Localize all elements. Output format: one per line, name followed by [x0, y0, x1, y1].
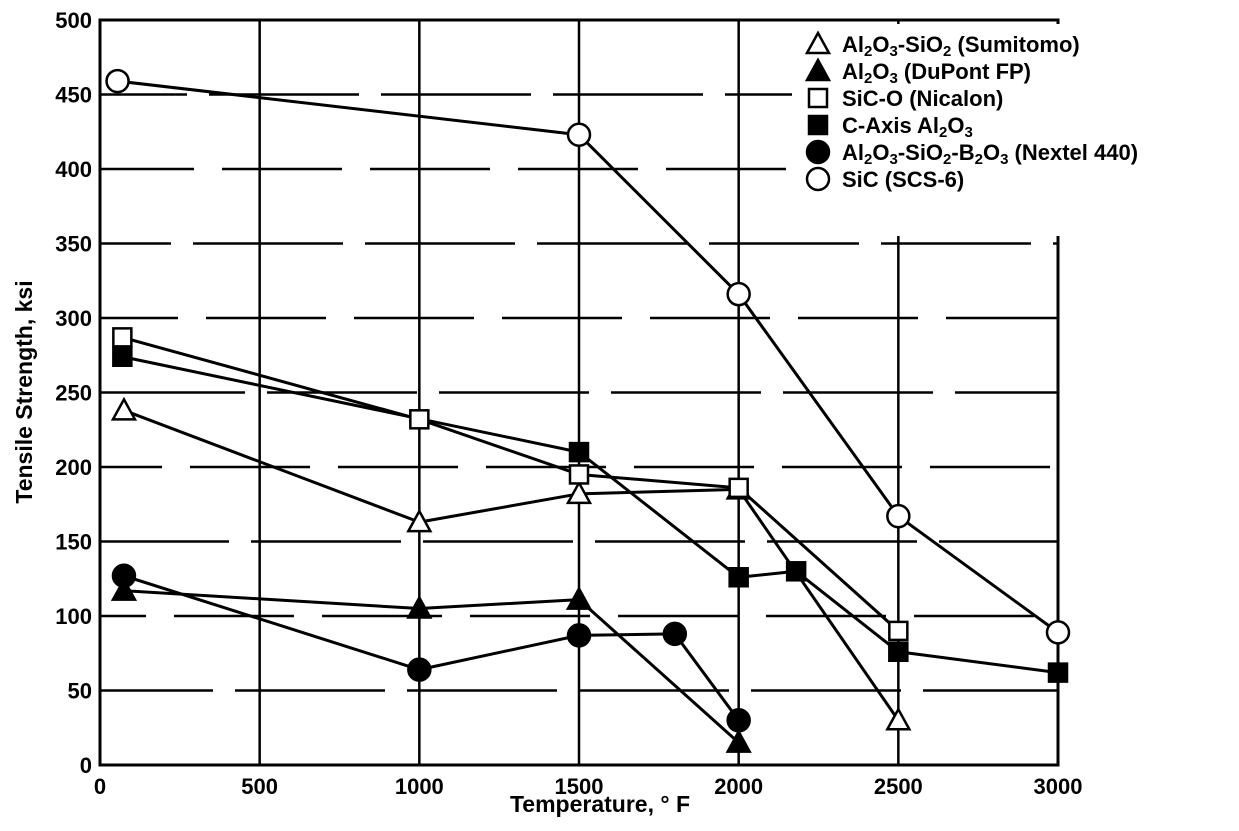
data-point-s2: [725, 729, 752, 753]
x-tick-label: 0: [94, 774, 106, 799]
legend-marker-s3: [807, 87, 829, 109]
legend-label-s1: Al2O3-SiO2 (Sumitomo): [842, 32, 1080, 60]
y-tick-label: 100: [55, 604, 92, 629]
data-point-s1: [885, 706, 912, 731]
legend-marker-s4: [807, 114, 829, 136]
data-point-s2: [565, 586, 593, 610]
data-point-s5: [111, 563, 137, 589]
y-tick-label: 450: [55, 83, 92, 108]
y-tick-label: 150: [55, 530, 92, 555]
legend-box: [792, 24, 1237, 236]
data-point-s1: [406, 508, 433, 533]
axis-ticks: 0 50 100 150 200 250 300 350 400 450 500 0 500 1000 15…: [55, 8, 1082, 799]
data-point-s5: [566, 623, 592, 648]
data-point-s3: [888, 620, 909, 642]
data-point-s4: [888, 641, 909, 663]
legend-label-s2: Al2O3 (DuPont FP): [842, 59, 1031, 87]
y-tick-label: 250: [55, 381, 92, 406]
data-point-s3: [728, 477, 749, 499]
data-point-s4: [728, 567, 749, 588]
legend-marker-s2: [804, 57, 832, 82]
data-point-s6: [1045, 620, 1071, 645]
data-point-s5: [407, 657, 432, 682]
data-point-s4: [568, 441, 590, 463]
plot-frame: [98, 18, 1060, 767]
data-point-s6: [886, 503, 911, 529]
data-point-s5: [662, 621, 688, 647]
data-point-s6: [726, 281, 751, 307]
legend-label-s3: SiC-O (Nicalon): [842, 86, 1003, 111]
legend-marker-s6: [805, 166, 831, 192]
y-tick-label: 500: [55, 8, 92, 33]
data-point-s6: [105, 68, 130, 94]
data-point-s3: [568, 464, 590, 485]
data-point-s6: [566, 122, 592, 147]
data-point-s4: [112, 346, 133, 367]
legend-label-s6: SiC (SCS-6): [842, 167, 964, 192]
x-tick-label: 3000: [1034, 774, 1083, 799]
x-tick-label: 1000: [395, 774, 444, 799]
y-axis-label: Tensile Strength, ksi: [11, 280, 37, 503]
y-tick-label: 200: [55, 455, 92, 480]
legend-label-s4: C-Axis Al2O3: [842, 113, 973, 141]
data-point-s3: [409, 409, 430, 430]
x-tick-label: 2500: [874, 774, 923, 799]
x-tick-label: 1500: [555, 774, 604, 799]
data-point-s4: [785, 561, 807, 582]
legend: Al2O3-SiO2 (Sumitomo)Al2O3 (DuPont FP)Si…: [804, 30, 1138, 192]
y-tick-label: 50: [68, 679, 92, 704]
legend-marker-s5: [805, 139, 831, 165]
series-line-s2: [123, 589, 740, 744]
y-tick-label: 0: [80, 753, 92, 778]
data-point-s2: [406, 594, 433, 619]
series-line-s1: [123, 408, 900, 722]
x-tick-label: 2000: [714, 774, 763, 799]
series-line-s4: [122, 355, 1059, 675]
legend-background: [792, 24, 1237, 236]
y-tick-label: 300: [55, 306, 92, 331]
data-point-s3: [112, 327, 133, 348]
data-point-s1: [110, 396, 138, 421]
y-tick-label: 400: [55, 157, 92, 182]
legend-marker-s1: [804, 30, 832, 55]
data-point-s5: [726, 708, 751, 733]
x-axis-label: Temperature, ° F: [510, 791, 690, 817]
legend-label-s5: Al2O3-SiO2-B2O3 (Nextel 440): [842, 140, 1138, 168]
y-tick-label: 350: [55, 232, 92, 257]
data-point-s2: [110, 577, 138, 601]
data-markers: [105, 68, 1071, 753]
data-point-s4: [1047, 662, 1069, 683]
x-tick-label: 500: [241, 774, 278, 799]
data-point-s1: [565, 480, 593, 505]
